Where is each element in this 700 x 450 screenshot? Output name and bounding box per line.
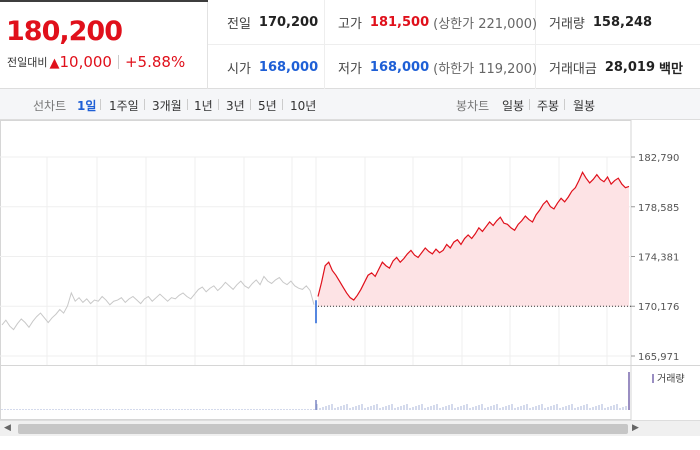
stat-value: 158,248: [592, 14, 653, 30]
stat-prev-close: 전일 170,200: [227, 0, 318, 44]
today-price-line: [317, 170, 630, 301]
change-row: 전일대비 ▲10,000 +5.88%: [7, 53, 185, 71]
stat-label: 거래량: [549, 16, 585, 32]
stat-low: 저가 168,000 (하한가 119,200): [338, 45, 537, 89]
stat-unit: 백만: [659, 61, 683, 77]
price-chart[interactable]: 182,790 178,585 174,381 170,176 165,971 거래량: [0, 120, 700, 420]
stat-label: 거래대금: [549, 61, 597, 77]
scroll-right-icon[interactable]: ▶: [632, 423, 639, 433]
price-box: 180,200 전일대비 ▲10,000 +5.88%: [0, 0, 208, 89]
y-tick-label: 182,790: [638, 153, 679, 164]
price-box-topbar: [0, 0, 208, 2]
row-divider: [208, 44, 700, 45]
chart-scrollbar[interactable]: ◀ ▶: [0, 420, 700, 436]
tab-10year[interactable]: 10년: [290, 99, 317, 113]
col-divider: [324, 0, 325, 89]
y-tick-label: 178,585: [638, 203, 679, 214]
chart-frame: [0, 120, 632, 420]
change-label: 전일대비: [7, 56, 48, 69]
current-price: 180,200: [6, 16, 123, 47]
today-area-fill: [318, 172, 629, 307]
tab-weekly-candle[interactable]: 주봉: [537, 99, 560, 113]
chart-tabs: 선차트 1일 1주일 3개월 1년 3년 5년 10년 봉차트 일봉 주봉 월봉: [0, 89, 700, 120]
tab-divider: [529, 99, 530, 110]
tab-1year[interactable]: 1년: [194, 99, 213, 113]
tab-divider: [218, 99, 219, 110]
volume-legend-swatch: [652, 374, 654, 383]
tab-3year[interactable]: 3년: [226, 99, 245, 113]
col-divider: [535, 0, 536, 89]
volume-legend-label: 거래량: [657, 373, 685, 385]
stat-volume: 거래량 158,248: [549, 0, 652, 44]
line-chart-label: 선차트: [33, 99, 67, 113]
stat-value: 181,500: [369, 14, 430, 30]
stat-value: 168,000: [258, 59, 319, 75]
tab-daily-candle[interactable]: 일봉: [502, 99, 525, 113]
stat-value: 168,000: [369, 59, 430, 75]
tab-divider: [250, 99, 251, 110]
tab-monthly-candle[interactable]: 월봉: [573, 99, 596, 113]
stat-value: 28,019: [604, 59, 656, 75]
stat-label: 고가: [338, 16, 362, 32]
stat-label: 전일: [227, 16, 251, 32]
tab-1week[interactable]: 1주일: [109, 99, 139, 113]
stat-high: 고가 181,500 (상한가 221,000): [338, 0, 537, 44]
stat-value: 170,200: [258, 14, 319, 30]
tab-5year[interactable]: 5년: [258, 99, 277, 113]
y-tick-label: 170,176: [638, 302, 679, 313]
y-tick-label: 165,971: [638, 352, 679, 363]
tab-divider: [100, 99, 101, 110]
tab-divider: [564, 99, 565, 110]
tab-3month[interactable]: 3개월: [152, 99, 182, 113]
stat-open: 시가 168,000: [227, 45, 318, 89]
tab-divider: [282, 99, 283, 110]
scroll-thumb[interactable]: [18, 424, 628, 434]
change-value: 10,000: [59, 53, 112, 71]
tab-divider: [144, 99, 145, 110]
candle-chart-label: 봉차트: [456, 99, 490, 113]
divider: [117, 55, 119, 69]
stat-sub: (상한가 221,000): [433, 16, 538, 32]
tab-1day[interactable]: 1일: [77, 99, 97, 113]
stat-label: 시가: [227, 61, 251, 77]
quote-header: 180,200 전일대비 ▲10,000 +5.88% 전일 170,200 고가 …: [0, 0, 700, 89]
previous-day-line: [1, 275, 315, 331]
up-triangle-icon: ▲: [49, 56, 60, 71]
y-tick-label: 174,381: [638, 252, 679, 263]
tab-divider: [187, 99, 188, 110]
stat-sub: (하한가 119,200): [433, 61, 538, 77]
stat-label: 저가: [338, 61, 362, 77]
stat-turnover: 거래대금 28,019 백만: [549, 45, 683, 89]
scroll-left-icon[interactable]: ◀: [4, 423, 11, 433]
change-percent: +5.88%: [124, 53, 186, 71]
